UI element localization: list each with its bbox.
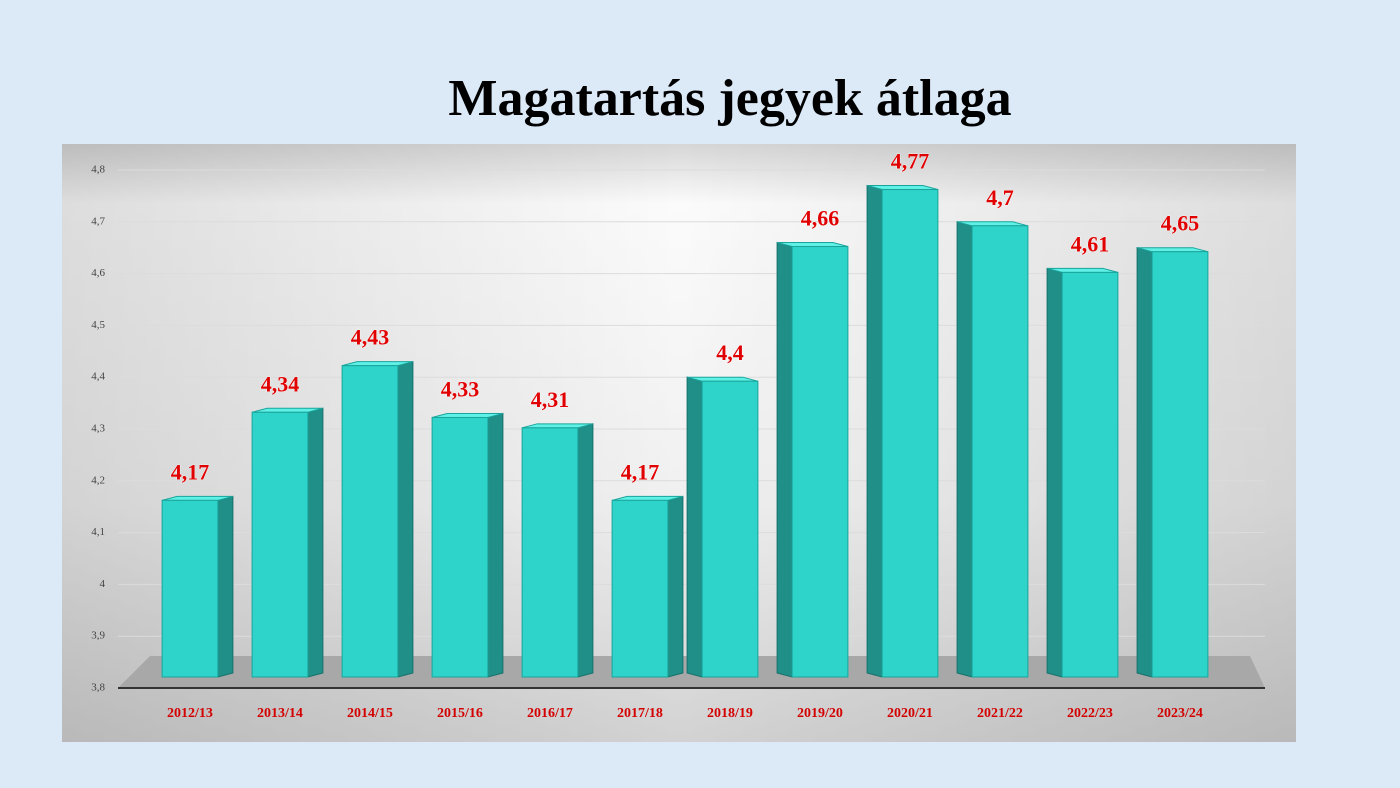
y-tick-label: 4,3 [91, 423, 105, 435]
value-label: 4,34 [261, 371, 300, 396]
bar [521, 427, 579, 678]
y-tick-label: 4,2 [91, 474, 105, 486]
x-tick-label: 2012/13 [167, 706, 213, 721]
bar-side [577, 423, 594, 678]
y-tick-label: 4 [100, 578, 106, 590]
value-label: 4,17 [621, 459, 660, 484]
y-tick-label: 3,8 [91, 682, 105, 694]
value-label: 4,43 [351, 325, 390, 350]
value-label: 4,4 [716, 340, 744, 365]
value-label: 4,7 [986, 185, 1014, 210]
bar-side [487, 412, 504, 678]
x-tick-label: 2015/16 [437, 706, 483, 721]
chart-title: Magatartás jegyek átlaga [448, 70, 1011, 127]
x-tick-label: 2013/14 [257, 706, 303, 721]
y-tick-label: 4,8 [91, 164, 105, 176]
bar-side [956, 221, 973, 678]
y-tick-label: 3,9 [91, 630, 105, 642]
bar-side [397, 361, 414, 678]
x-tick-label: 2014/15 [347, 706, 393, 721]
bar [971, 225, 1029, 678]
value-label: 4,33 [441, 377, 480, 402]
y-tick-label: 4,5 [91, 319, 105, 331]
x-tick-label: 2022/23 [1067, 706, 1113, 721]
value-label: 4,77 [891, 149, 930, 174]
bar-side [776, 241, 793, 678]
bar [431, 416, 489, 678]
bar-side [1046, 267, 1063, 678]
value-label: 4,65 [1161, 211, 1200, 236]
x-tick-label: 2017/18 [617, 706, 663, 721]
y-tick-label: 4,6 [91, 267, 105, 279]
bar [1151, 251, 1209, 678]
value-label: 4,31 [531, 387, 570, 412]
x-tick-label: 2020/21 [887, 706, 933, 721]
bar-side [217, 495, 234, 678]
y-tick-label: 4,1 [91, 526, 105, 538]
bar [251, 411, 309, 678]
x-tick-label: 2018/19 [707, 706, 753, 721]
bar-side [866, 184, 883, 678]
x-tick-label: 2016/17 [527, 706, 573, 721]
value-label: 4,61 [1071, 231, 1110, 256]
bar [701, 380, 759, 678]
bar-side [667, 495, 684, 678]
bar [1061, 271, 1119, 678]
value-label: 4,17 [171, 459, 210, 484]
bar-side [686, 376, 703, 678]
y-tick-label: 4,4 [91, 371, 105, 383]
bar [161, 499, 219, 678]
bar-side [307, 407, 324, 678]
x-tick-label: 2023/24 [1157, 706, 1203, 721]
bar [881, 189, 939, 678]
y-tick-label: 4,7 [91, 215, 105, 227]
bar [791, 246, 849, 678]
bar-side [1136, 247, 1153, 678]
x-tick-label: 2019/20 [797, 706, 843, 721]
value-label: 4,66 [801, 206, 840, 231]
bar [341, 365, 399, 678]
x-tick-label: 2021/22 [977, 706, 1023, 721]
bar [611, 499, 669, 678]
